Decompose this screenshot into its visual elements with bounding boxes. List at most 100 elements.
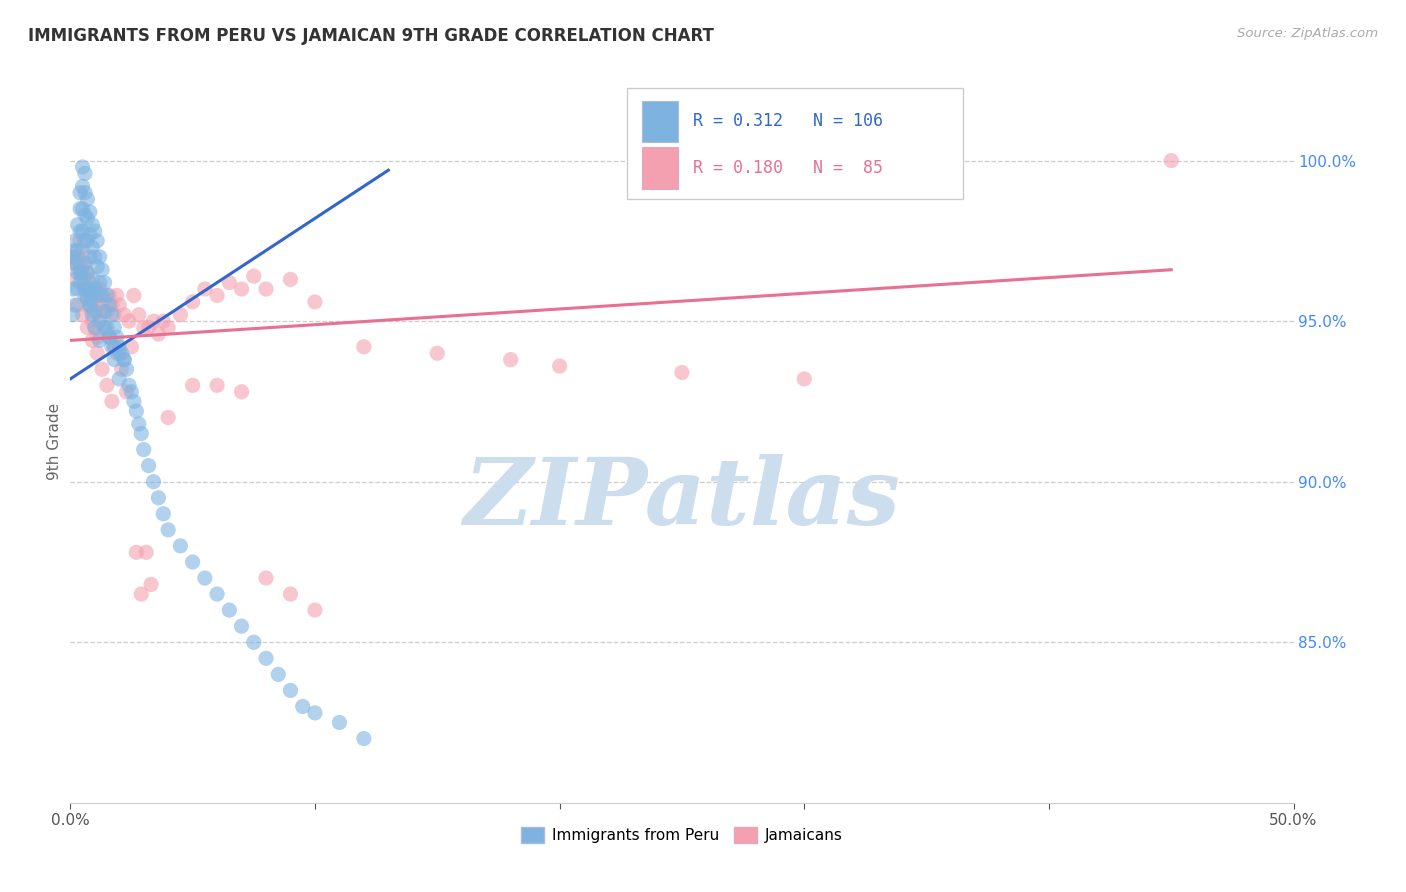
- Point: [98, 298, 121, 312]
- Point: [76, 282, 98, 296]
- Point: [96, 288, 118, 302]
- Point: [157, 410, 180, 425]
- Point: [111, 362, 134, 376]
- Point: [72, 308, 94, 322]
- Point: [69, 256, 91, 270]
- Point: [86, 346, 108, 360]
- Point: [157, 320, 180, 334]
- Point: [82, 314, 104, 328]
- Point: [181, 378, 204, 392]
- Point: [66, 218, 89, 232]
- Point: [103, 340, 125, 354]
- Point: [205, 587, 228, 601]
- Point: [205, 288, 228, 302]
- Point: [280, 587, 302, 601]
- Point: [73, 208, 96, 222]
- Point: [83, 298, 105, 312]
- Point: [101, 308, 124, 322]
- Point: [138, 458, 160, 473]
- Point: [122, 288, 145, 302]
- Point: [142, 475, 165, 489]
- Point: [181, 555, 204, 569]
- Point: [103, 340, 125, 354]
- Point: [82, 308, 104, 322]
- Point: [79, 282, 101, 296]
- Point: [62, 282, 84, 296]
- Point: [69, 224, 91, 238]
- Point: [82, 218, 104, 232]
- Point: [76, 266, 98, 280]
- Point: [86, 288, 108, 302]
- Point: [98, 330, 121, 344]
- Point: [98, 330, 121, 344]
- Point: [96, 304, 118, 318]
- Point: [76, 292, 98, 306]
- Point: [194, 571, 217, 585]
- Point: [66, 282, 89, 296]
- Point: [89, 334, 111, 348]
- Point: [353, 340, 375, 354]
- Point: [76, 211, 98, 226]
- Point: [89, 314, 111, 328]
- Point: [218, 603, 240, 617]
- Point: [132, 442, 155, 457]
- Point: [82, 240, 104, 254]
- Point: [79, 227, 101, 242]
- FancyBboxPatch shape: [641, 101, 678, 143]
- Point: [76, 292, 98, 306]
- Point: [132, 320, 155, 334]
- Point: [135, 545, 157, 559]
- Point: [139, 577, 162, 591]
- Point: [72, 266, 94, 280]
- Point: [63, 244, 86, 258]
- Point: [63, 256, 86, 270]
- Point: [72, 244, 94, 258]
- Y-axis label: 9th Grade: 9th Grade: [46, 403, 62, 480]
- FancyBboxPatch shape: [627, 87, 963, 200]
- Point: [128, 308, 150, 322]
- Point: [138, 320, 160, 334]
- Point: [243, 635, 266, 649]
- Point: [83, 250, 105, 264]
- Point: [231, 282, 253, 296]
- Point: [218, 276, 240, 290]
- Point: [91, 288, 114, 302]
- Point: [793, 372, 815, 386]
- Point: [69, 186, 91, 200]
- Legend: Immigrants from Peru, Jamaicans: Immigrants from Peru, Jamaicans: [515, 822, 849, 849]
- Point: [63, 234, 86, 248]
- Point: [122, 394, 145, 409]
- Point: [499, 352, 522, 367]
- Point: [103, 320, 125, 334]
- Point: [142, 314, 165, 328]
- Point: [73, 256, 96, 270]
- Point: [93, 276, 115, 290]
- Point: [121, 384, 143, 399]
- Point: [66, 250, 89, 264]
- Point: [86, 304, 108, 318]
- Point: [101, 298, 124, 312]
- Point: [79, 298, 101, 312]
- Point: [62, 256, 84, 270]
- Point: [69, 262, 91, 277]
- Point: [72, 179, 94, 194]
- Point: [267, 667, 290, 681]
- Point: [66, 266, 89, 280]
- Point: [205, 378, 228, 392]
- Point: [148, 491, 170, 505]
- Point: [304, 706, 326, 720]
- Text: R = 0.180   N =  85: R = 0.180 N = 85: [693, 159, 883, 177]
- Point: [66, 256, 89, 270]
- Point: [73, 288, 96, 302]
- Point: [152, 314, 174, 328]
- Point: [76, 266, 98, 280]
- Point: [83, 294, 105, 309]
- Point: [93, 320, 115, 334]
- Point: [115, 384, 138, 399]
- Point: [83, 304, 105, 318]
- Point: [129, 587, 152, 601]
- Point: [103, 352, 125, 367]
- Point: [79, 205, 101, 219]
- Point: [121, 340, 143, 354]
- Point: [73, 276, 96, 290]
